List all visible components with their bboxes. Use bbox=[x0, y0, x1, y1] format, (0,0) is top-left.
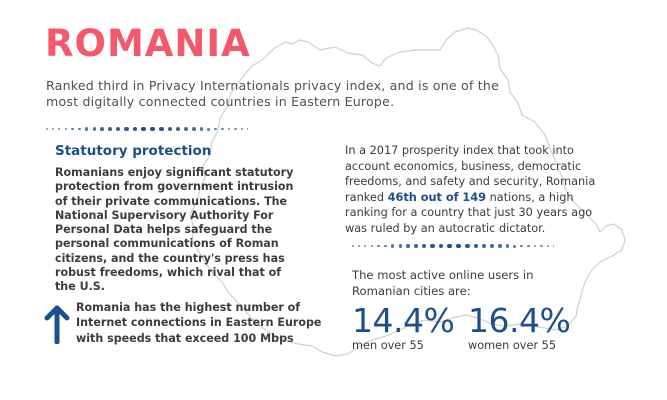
prosperity-text-after: nations, a high ranking for a country th… bbox=[345, 190, 593, 235]
prosperity-rank-highlight: 46th out of 149 bbox=[387, 190, 487, 204]
statutory-protection-heading: Statutory protection bbox=[55, 143, 212, 159]
online-users-intro: The most active online users in Romanian… bbox=[352, 268, 534, 298]
country-title: ROMANIA bbox=[45, 22, 251, 65]
prosperity-paragraph: In a 2017 prosperity index that took int… bbox=[345, 143, 610, 236]
dotted-divider-right bbox=[352, 243, 559, 249]
stat-value: 16.4% bbox=[468, 301, 571, 340]
subtitle: Ranked third in Privacy Internationals p… bbox=[46, 78, 500, 109]
internet-speed-fact: Romania has the highest number of Intern… bbox=[44, 300, 336, 346]
stat-value: 14.4% bbox=[352, 301, 455, 340]
stat-women-over-55: 16.4% women over 55 bbox=[468, 301, 571, 353]
prosperity-text-before: In a 2017 prosperity index that took int… bbox=[345, 144, 596, 204]
arrow-up-icon bbox=[44, 305, 70, 344]
dotted-divider-left bbox=[46, 126, 253, 132]
stat-men-over-55: 14.4% men over 55 bbox=[352, 301, 455, 353]
statutory-protection-body: Romanians enjoy significant statutory pr… bbox=[55, 166, 294, 294]
internet-speed-text: Romania has the highest number of Intern… bbox=[76, 301, 322, 345]
stat-label: men over 55 bbox=[352, 339, 424, 352]
stat-label: women over 55 bbox=[468, 339, 557, 352]
